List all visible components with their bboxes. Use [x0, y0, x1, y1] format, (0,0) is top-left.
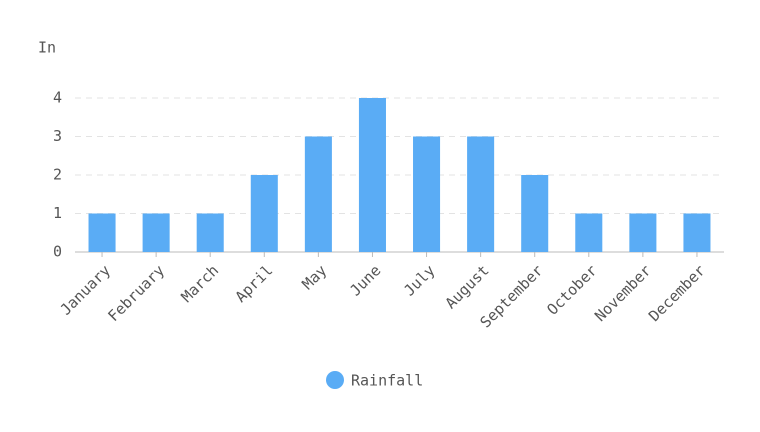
x-tick-label: August [442, 261, 493, 312]
y-tick-label: 1 [53, 204, 62, 222]
bar [413, 136, 441, 252]
x-tick-label: May [298, 261, 330, 293]
y-axis-label: In [38, 39, 56, 57]
bar [304, 136, 332, 252]
x-tick-label: April [232, 261, 277, 306]
y-tick-label: 0 [53, 243, 62, 261]
y-tick-label: 4 [53, 89, 62, 107]
x-tick-label: November [591, 261, 655, 325]
x-tick-label: June [346, 261, 384, 299]
bar [683, 213, 711, 252]
y-tick-label: 2 [53, 166, 62, 184]
bar [250, 175, 278, 252]
bar [629, 213, 657, 252]
bar [575, 213, 603, 252]
bar [467, 136, 495, 252]
y-tick-label: 3 [53, 127, 62, 145]
x-tick-label: December [645, 261, 709, 325]
legend: Rainfall [326, 371, 423, 390]
bar [88, 213, 116, 252]
bar [358, 98, 386, 252]
legend-marker [326, 371, 344, 389]
bar [196, 213, 224, 252]
legend-label[interactable]: Rainfall [351, 372, 423, 390]
x-tick-label: March [178, 261, 223, 306]
bar [521, 175, 549, 252]
bar [142, 213, 170, 252]
x-tick-label: February [104, 261, 168, 325]
x-tick-label: July [400, 261, 438, 299]
